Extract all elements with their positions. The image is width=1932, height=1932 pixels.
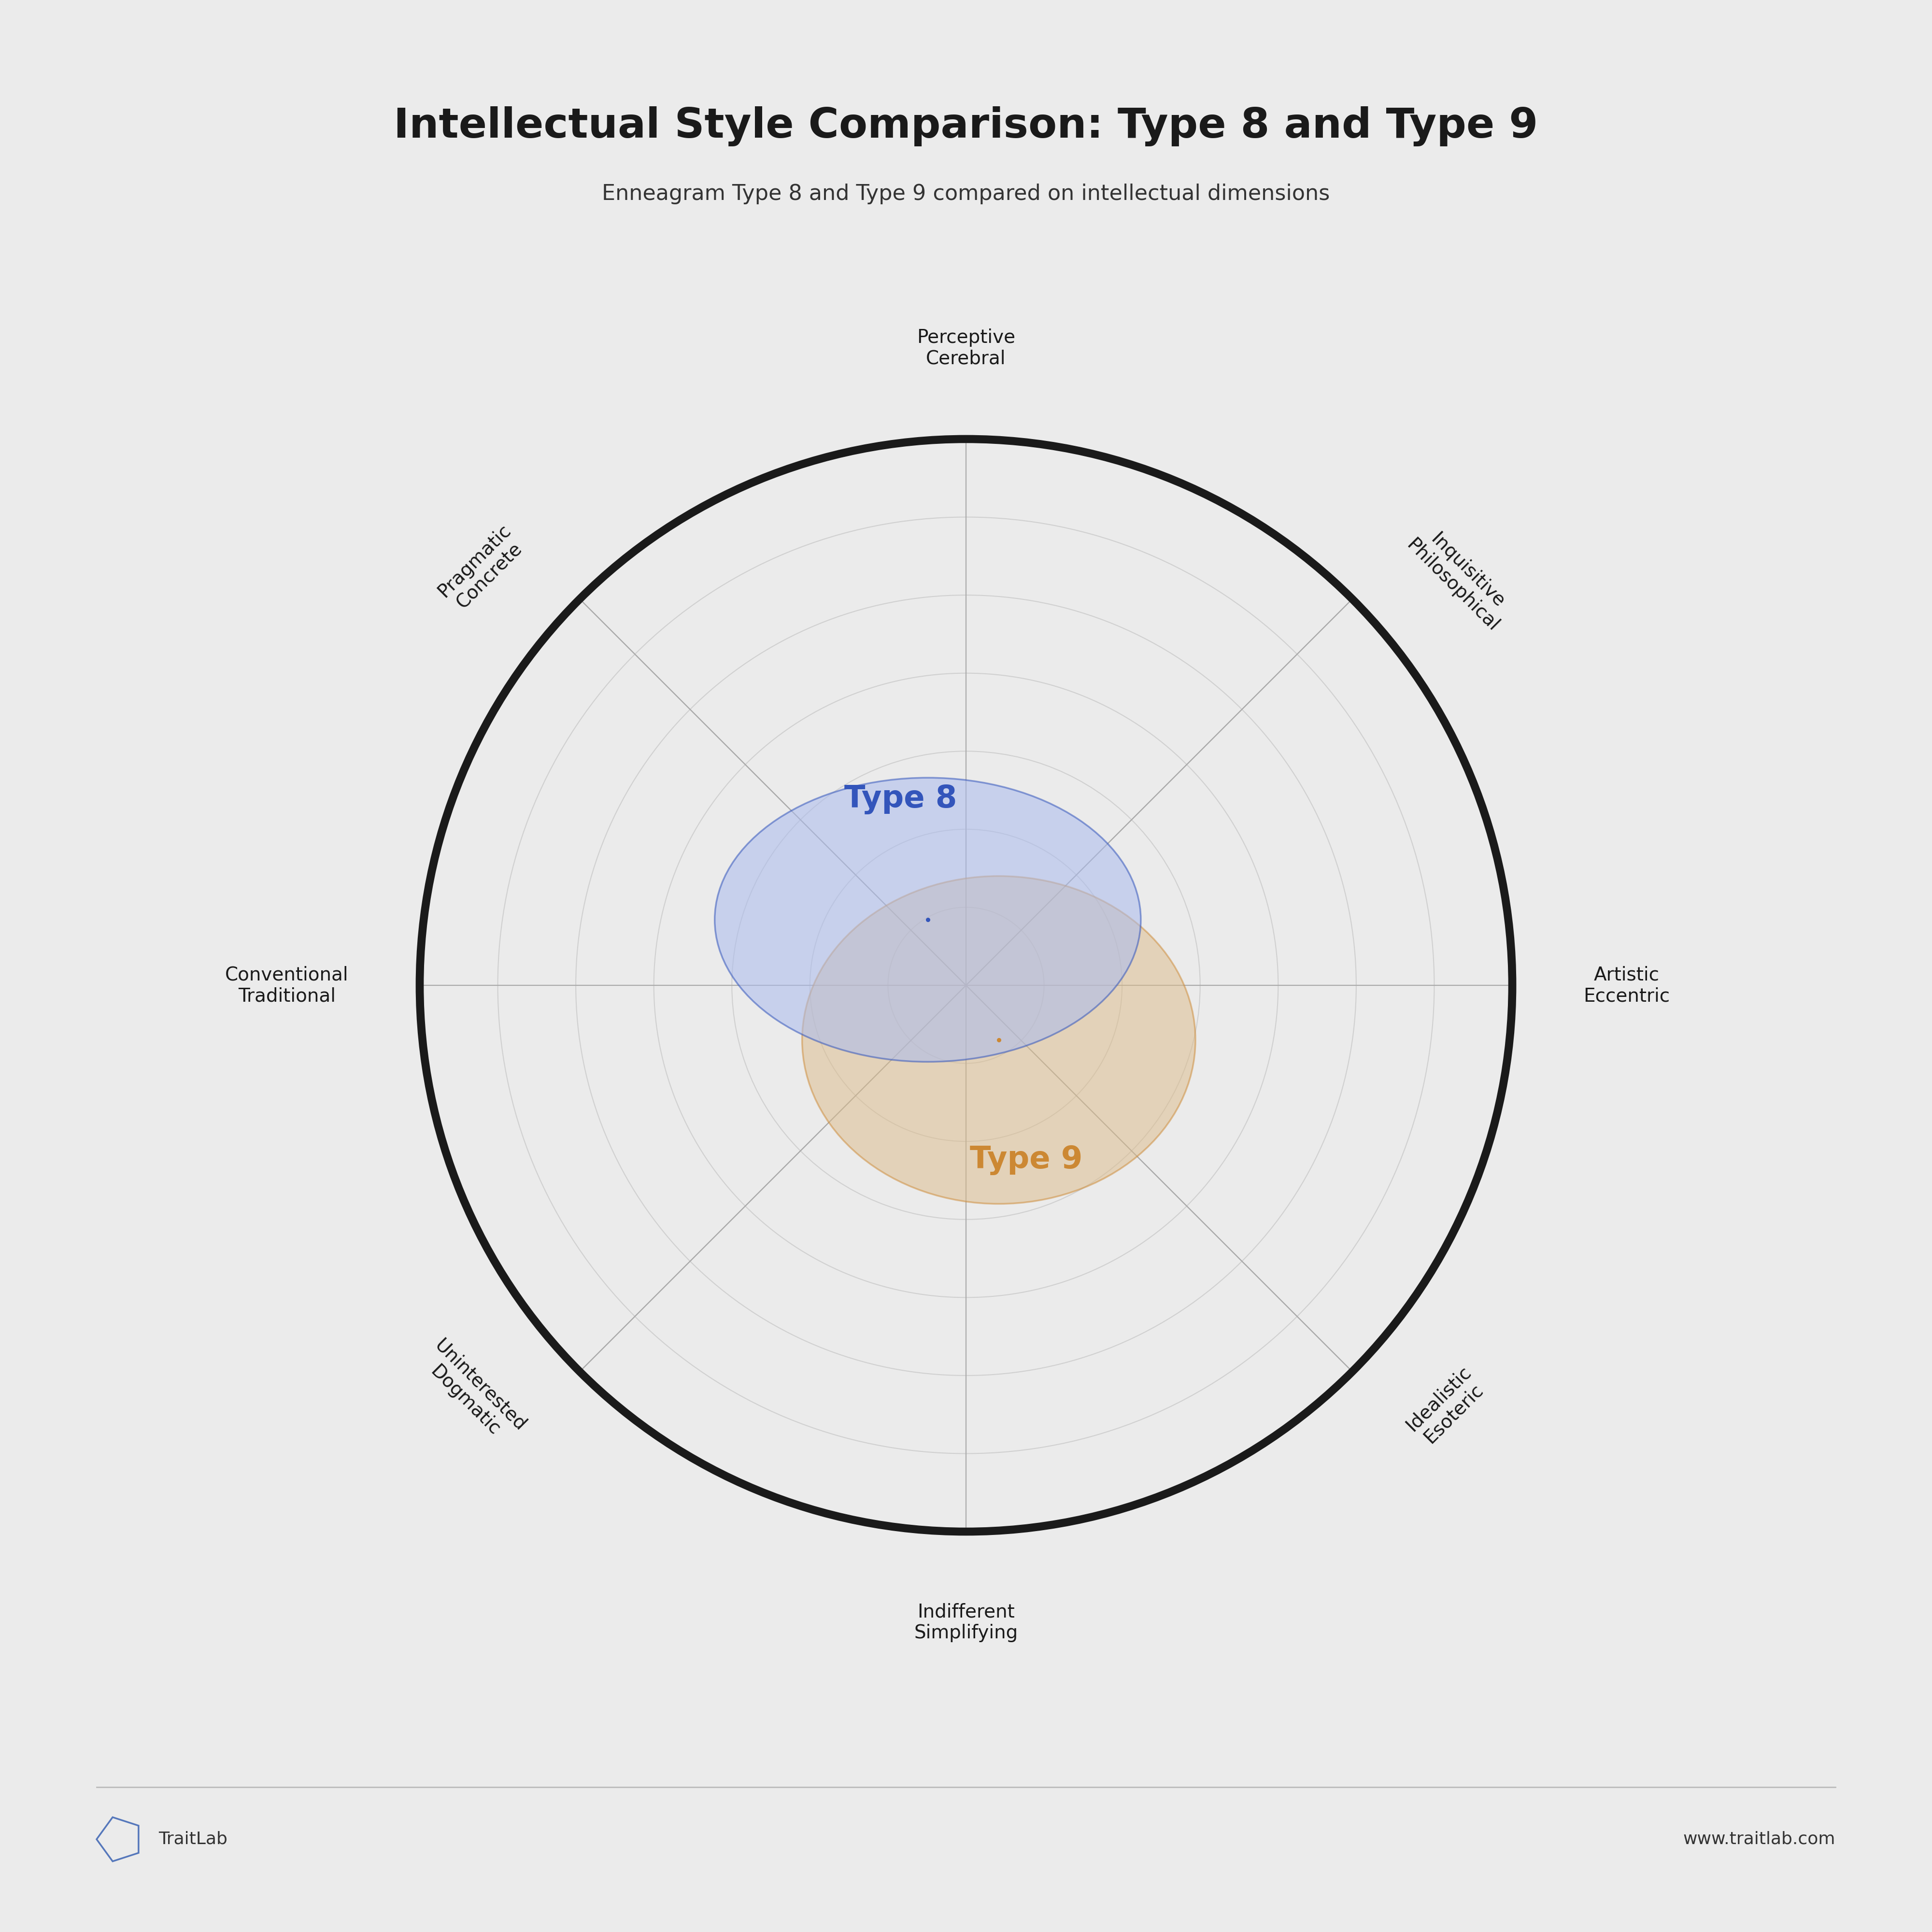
Text: Type 9: Type 9 — [970, 1146, 1082, 1175]
Text: Indifferent
Simplifying: Indifferent Simplifying — [914, 1604, 1018, 1642]
Text: Artistic
Eccentric: Artistic Eccentric — [1584, 966, 1669, 1005]
Text: Inquisitive
Philosophical: Inquisitive Philosophical — [1403, 522, 1517, 636]
Text: Type 8: Type 8 — [844, 784, 956, 815]
Text: www.traitlab.com: www.traitlab.com — [1683, 1832, 1835, 1847]
Text: Conventional
Traditional: Conventional Traditional — [226, 966, 348, 1005]
Text: Uninterested
Dogmatic: Uninterested Dogmatic — [415, 1337, 529, 1449]
Point — [983, 1024, 1014, 1055]
Ellipse shape — [802, 875, 1196, 1204]
Text: TraitLab: TraitLab — [158, 1832, 228, 1847]
Ellipse shape — [715, 779, 1140, 1063]
Text: Pragmatic
Concrete: Pragmatic Concrete — [435, 522, 529, 616]
Point — [912, 904, 943, 935]
Text: Idealistic
Esoteric: Idealistic Esoteric — [1403, 1362, 1490, 1449]
Text: Intellectual Style Comparison: Type 8 and Type 9: Intellectual Style Comparison: Type 8 an… — [394, 106, 1538, 147]
Text: Perceptive
Cerebral: Perceptive Cerebral — [916, 328, 1016, 367]
Text: Enneagram Type 8 and Type 9 compared on intellectual dimensions: Enneagram Type 8 and Type 9 compared on … — [603, 184, 1329, 205]
